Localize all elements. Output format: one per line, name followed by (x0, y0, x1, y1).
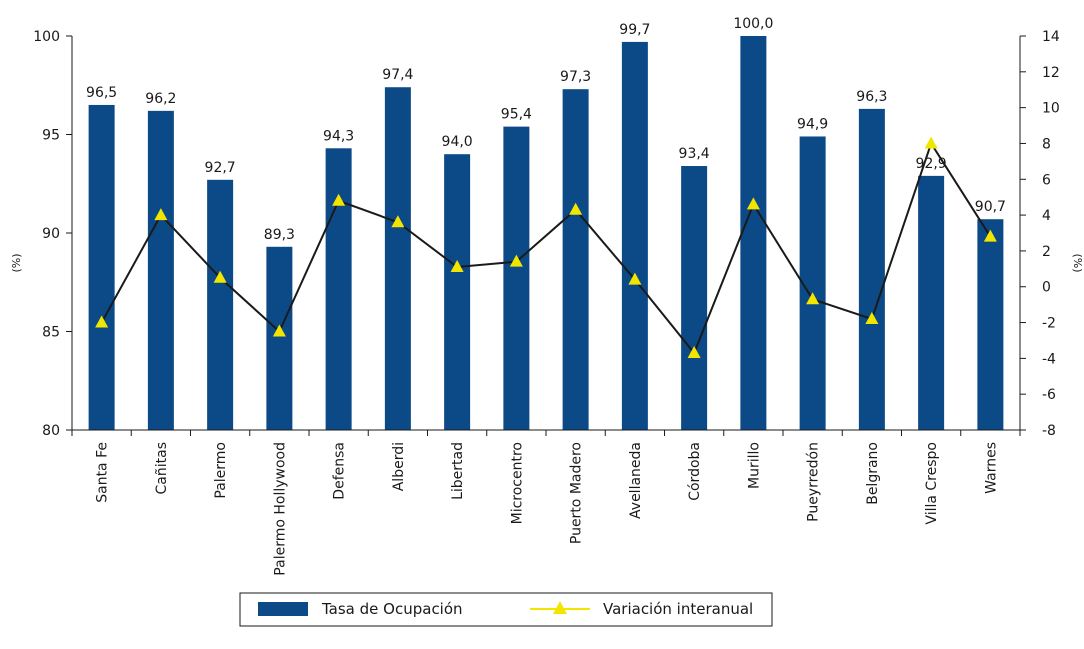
x-tick-label: Palermo (213, 442, 229, 499)
line-point-marker (806, 292, 820, 305)
y-right-axis-label: (%) (1071, 253, 1084, 272)
y-right-tick-label: 12 (1042, 65, 1060, 81)
line-point-marker (213, 270, 227, 283)
y-right-tick-label: 0 (1042, 280, 1051, 296)
bar-data-label: 97,3 (560, 69, 591, 85)
x-tick-label: Defensa (332, 442, 348, 500)
line-series-group (95, 136, 997, 358)
legend-marker-triangle (553, 601, 567, 614)
bar-data-label: 92,9 (916, 156, 947, 172)
bar-series-group (88, 36, 1004, 431)
bar (621, 41, 648, 430)
bar (562, 89, 589, 430)
y-right-tick-label: 2 (1042, 244, 1051, 260)
legend-label-line: Variación interanual (603, 600, 753, 618)
line-point-marker (391, 215, 405, 228)
line-point-marker (924, 136, 938, 149)
y-right-tick-label: -8 (1042, 423, 1056, 439)
bar (681, 166, 708, 430)
y-right-tick-label: -6 (1042, 387, 1056, 403)
line-point-marker (865, 311, 879, 324)
x-tick-label: Avellaneda (628, 442, 644, 519)
x-tick-label: Villa Crespo (924, 442, 940, 525)
legend: Tasa de Ocupación Variación interanual (239, 592, 773, 627)
line-point-marker (746, 197, 760, 210)
bar-data-label: 95,4 (501, 107, 532, 123)
bar-data-label: 94,3 (323, 128, 354, 144)
x-tick-label: Santa Fe (95, 442, 111, 503)
x-tick-label: Warnes (983, 442, 999, 494)
line-point-marker (450, 260, 464, 273)
bar (88, 104, 115, 430)
line-point-marker (628, 272, 642, 285)
bar (918, 175, 945, 430)
bar-data-label: 89,3 (264, 227, 295, 243)
bar (858, 108, 885, 430)
bar-data-label: 92,7 (205, 160, 236, 176)
bar (147, 110, 174, 431)
y-left-tick-label: 90 (42, 226, 60, 242)
y-right-tick-label: -2 (1042, 316, 1056, 332)
y-right-tick-label: 6 (1042, 172, 1051, 188)
legend-label-bar: Tasa de Ocupación (321, 600, 463, 618)
y-left-tick-label: 85 (42, 325, 60, 341)
x-tick-label: Cañitas (154, 442, 170, 494)
y-right-tick-label: -4 (1042, 351, 1056, 367)
bar (503, 126, 530, 431)
bar-data-label: 93,4 (679, 146, 710, 162)
line-point-marker (983, 229, 997, 242)
x-tick-label: Córdoba (687, 442, 703, 501)
bar-data-label: 97,4 (382, 67, 413, 83)
bar-data-label: 100,0 (733, 16, 773, 32)
bar (444, 154, 471, 430)
x-tick-label: Alberdi (391, 442, 407, 491)
bar (207, 179, 234, 430)
line-point-marker (569, 202, 583, 215)
bar-data-label: 94,0 (442, 134, 473, 150)
x-tick-label: Belgrano (865, 442, 881, 505)
bar-data-label: 90,7 (975, 199, 1006, 215)
bar-data-label: 96,5 (86, 85, 117, 101)
bar (977, 219, 1004, 430)
line-point-marker (687, 345, 701, 358)
bar-data-label: 94,9 (797, 116, 828, 132)
bar (740, 36, 767, 430)
y-right-tick-label: 4 (1042, 208, 1051, 224)
bar (384, 87, 411, 430)
x-tick-label: Libertad (450, 442, 466, 500)
y-right-tick-label: 8 (1042, 136, 1051, 152)
y-left-axis-label: (%) (10, 253, 23, 272)
line-series-path (100, 141, 992, 355)
y-right-tick-label: 10 (1042, 101, 1060, 117)
y-right-tick-label: 14 (1042, 29, 1060, 45)
x-tick-label: Puerto Madero (569, 442, 585, 544)
x-tick-label: Murillo (746, 442, 762, 489)
x-tick-label: Microcentro (509, 442, 525, 524)
line-point-marker (154, 208, 168, 221)
bar (325, 148, 352, 431)
y-left-tick-label: 80 (42, 423, 60, 439)
legend-frame (239, 592, 773, 627)
bar (266, 246, 293, 430)
line-point-marker (509, 254, 523, 267)
line-point-marker (95, 315, 109, 328)
x-tick-label: Pueyrredón (806, 442, 822, 522)
bar-data-label: 96,2 (145, 91, 176, 107)
line-point-marker (272, 324, 286, 337)
bar-data-label: 99,7 (619, 22, 650, 38)
data-labels-group: 96,5 96,2 92,7 89,3 94,3 97,4 94,0 95,4 97,3 99,7… (86, 16, 1006, 243)
line-point-marker (332, 193, 346, 206)
legend-swatch-bar (258, 602, 308, 616)
y-left-tick-label: 100 (33, 29, 60, 45)
bar-data-label: 96,3 (856, 89, 887, 105)
y-left-tick-label: 95 (42, 128, 60, 144)
bar (799, 136, 826, 430)
x-tick-label: Palermo Hollywood (272, 442, 288, 576)
axes-group: 80 85 90 95 100 -8 -6 -4 -2 0 2 4 6 8 10 12 14 Santa Fe Ca… (33, 29, 1060, 576)
